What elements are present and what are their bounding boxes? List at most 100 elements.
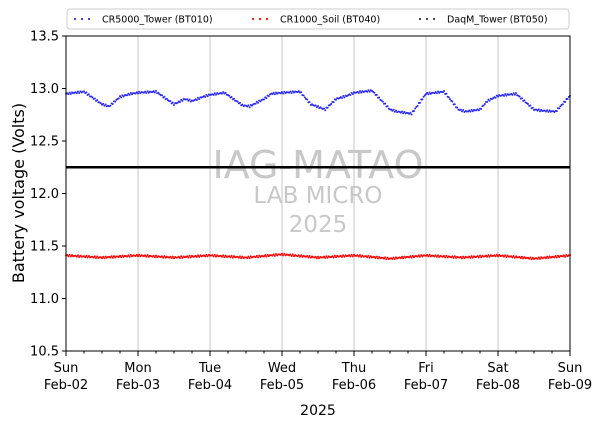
data-point [428, 253, 431, 256]
data-point [212, 255, 215, 258]
data-point [272, 91, 275, 94]
data-point [408, 256, 411, 259]
legend-marker [73, 17, 77, 21]
data-point [453, 103, 456, 106]
data-point [257, 256, 259, 259]
data-point [273, 254, 276, 257]
legend-box [66, 8, 570, 30]
data-point [427, 255, 430, 258]
data-point [378, 255, 381, 258]
legend-marker [265, 17, 269, 21]
data-point [135, 253, 138, 256]
data-point [343, 255, 346, 258]
data-point [265, 97, 268, 100]
data-point [512, 92, 515, 95]
data-point [515, 92, 517, 95]
data-point [486, 100, 489, 103]
data-point [470, 108, 473, 111]
data-point [494, 96, 497, 99]
data-point [129, 91, 132, 94]
data-point [96, 99, 99, 102]
data-point [229, 256, 232, 259]
data-point [523, 99, 526, 102]
data-point [403, 110, 406, 113]
data-point [275, 91, 277, 94]
data-point [281, 91, 283, 94]
series-CR1000_Soil (BT040) [65, 252, 571, 261]
legend-entry: CR1000_Soil (BT040) [251, 15, 380, 26]
data-point [265, 255, 268, 258]
data-point [513, 93, 516, 96]
data-point [434, 90, 437, 93]
data-point [102, 255, 105, 258]
data-point [103, 257, 106, 260]
data-point [163, 255, 166, 258]
data-point [161, 255, 163, 258]
data-point [413, 109, 415, 112]
data-point [536, 257, 539, 260]
watermark: IAG-MATAO LAB MICRO 2025 [212, 143, 423, 238]
legend-marker [251, 17, 255, 21]
data-series [65, 89, 571, 261]
data-point [462, 255, 465, 258]
data-point [393, 258, 396, 261]
data-point [505, 255, 508, 258]
data-point [383, 257, 385, 260]
data-point [206, 95, 209, 98]
x-tick-date: Feb-09 [548, 378, 592, 393]
data-point [522, 257, 525, 260]
data-point [381, 100, 384, 103]
data-point [246, 256, 249, 259]
data-point [138, 253, 141, 256]
data-point [561, 255, 564, 258]
data-point [317, 255, 319, 258]
data-point [377, 257, 379, 260]
data-point [215, 93, 217, 96]
data-point [435, 255, 438, 258]
data-point [335, 98, 337, 101]
data-point [374, 256, 377, 259]
data-point [283, 90, 286, 93]
data-point [78, 92, 81, 95]
data-point [447, 96, 450, 99]
data-point [213, 253, 216, 256]
data-point [84, 256, 87, 259]
data-point [341, 96, 343, 99]
data-point [422, 95, 425, 98]
x-tick-day: Sun [54, 361, 79, 376]
data-point [564, 255, 567, 258]
data-point [302, 94, 305, 97]
legend-label: CR1000_Soil (BT040) [280, 15, 380, 26]
data-point [223, 256, 226, 259]
data-point [426, 91, 429, 94]
data-point [479, 254, 481, 257]
data-point [215, 255, 217, 258]
data-point [462, 109, 465, 112]
data-point [121, 254, 124, 257]
data-point [239, 101, 241, 104]
data-point [531, 256, 534, 259]
data-point [367, 89, 370, 92]
data-point [303, 96, 306, 99]
data-point [539, 257, 541, 260]
data-point [291, 90, 294, 93]
data-point [503, 255, 505, 258]
data-point [547, 110, 550, 113]
data-point [521, 255, 523, 258]
data-point [258, 254, 261, 257]
data-point [471, 110, 474, 113]
data-point [68, 253, 71, 256]
x-tick-day: Sat [487, 361, 508, 376]
data-point [161, 94, 163, 97]
data-point [91, 96, 94, 99]
data-point [290, 91, 293, 94]
data-point [137, 92, 139, 95]
data-point [264, 254, 267, 257]
data-point [375, 255, 378, 258]
data-point [255, 254, 258, 257]
data-point [410, 256, 413, 259]
data-point [375, 93, 378, 96]
data-point [494, 255, 497, 258]
data-point [87, 255, 90, 258]
data-point [333, 254, 336, 257]
